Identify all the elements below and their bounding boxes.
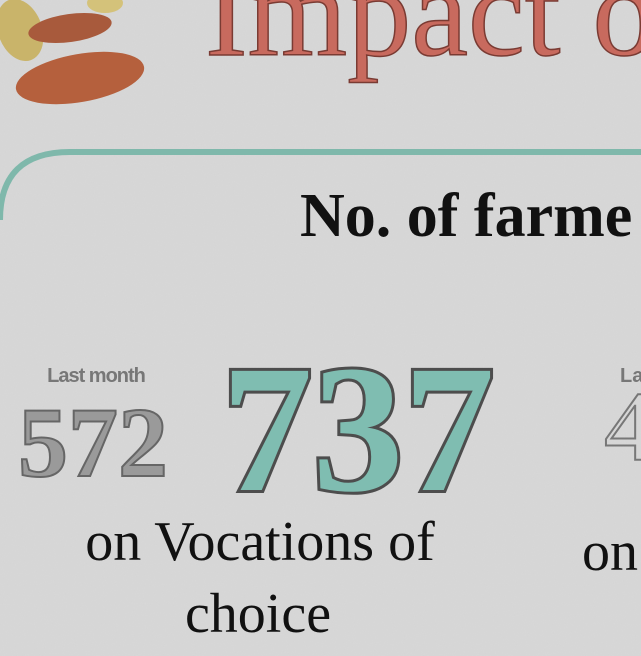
previous-value: 4: [604, 371, 641, 482]
caption: on: [582, 521, 638, 583]
caption: choice: [185, 583, 331, 645]
previous-value: 572: [18, 387, 168, 498]
page-title: Impact o: [205, 0, 641, 83]
caption: on Vocations of: [85, 511, 435, 573]
current-value: 737: [222, 329, 495, 530]
card-heading: No. of farme: [300, 182, 632, 250]
previous-label: Last month: [47, 365, 145, 387]
infographic: Impact o No. of farme Last month 572 737…: [0, 0, 641, 656]
page: Impact o No. of farme Last month 572 737…: [0, 0, 641, 656]
